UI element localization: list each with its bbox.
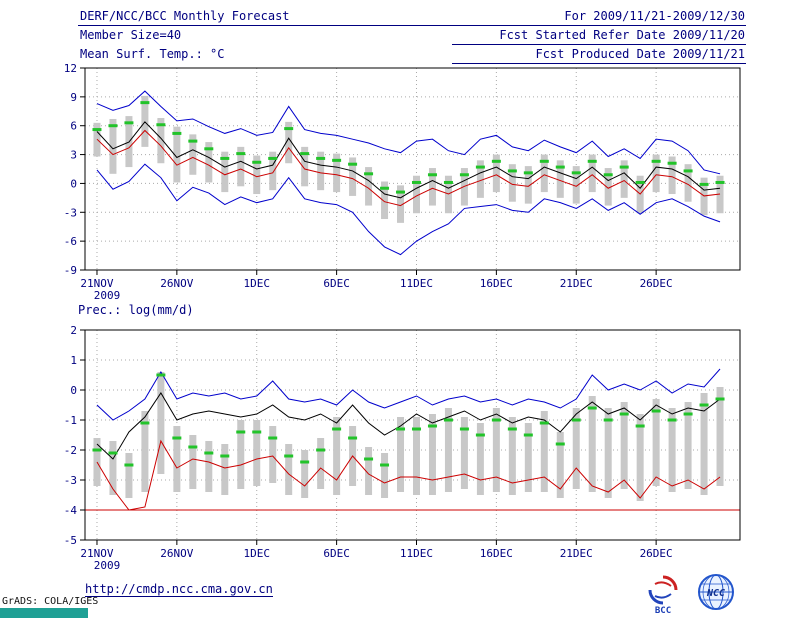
- svg-text:11DEC: 11DEC: [400, 547, 433, 560]
- svg-text:12: 12: [64, 62, 77, 75]
- bcc-logo: BCC: [648, 575, 678, 614]
- svg-text:16DEC: 16DEC: [480, 547, 513, 560]
- svg-text:1DEC: 1DEC: [243, 277, 270, 290]
- svg-text:21DEC: 21DEC: [560, 277, 593, 290]
- series-ensemble-mean: [96, 392, 721, 460]
- svg-text:6: 6: [70, 120, 77, 133]
- member-size-label: Member Size=40: [80, 28, 182, 42]
- svg-text:21NOV: 21NOV: [80, 547, 113, 560]
- produced-date-label: Fcst Produced Date 2009/11/21: [535, 47, 745, 61]
- svg-text:2: 2: [70, 324, 77, 337]
- green-median-marks: [92, 101, 725, 194]
- svg-text:16DEC: 16DEC: [480, 277, 513, 290]
- refer-date-label: Fcst Started Refer Date 2009/11/20: [499, 28, 745, 42]
- plot-frame: [84, 329, 741, 541]
- svg-text:26DEC: 26DEC: [640, 277, 673, 290]
- svg-text:2009: 2009: [94, 289, 121, 302]
- grads-credit: GrADS: COLA/IGES: [2, 596, 99, 607]
- svg-text:-5: -5: [64, 534, 77, 547]
- header-rule-3: [452, 63, 746, 64]
- series-upper-envelope: [96, 368, 721, 421]
- svg-text:9: 9: [70, 91, 77, 104]
- ncc-logo-text: NCC: [706, 588, 725, 599]
- temp-chart-title: Mean Surf. Temp.: °C: [80, 47, 225, 61]
- svg-text:2009: 2009: [94, 559, 121, 572]
- svg-text:26NOV: 26NOV: [160, 277, 193, 290]
- svg-text:11DEC: 11DEC: [400, 277, 433, 290]
- footer-url: http://cmdp.ncc.cma.gov.cn: [85, 582, 273, 597]
- svg-text:-2: -2: [64, 444, 77, 457]
- ensemble-spread-bars: [93, 372, 724, 501]
- green-median-marks: [92, 373, 725, 467]
- bcc-logo-text: BCC: [655, 606, 671, 614]
- plot-frame: [84, 67, 741, 271]
- svg-text:3: 3: [70, 149, 77, 162]
- svg-text:-3: -3: [64, 474, 77, 487]
- svg-text:6DEC: 6DEC: [323, 547, 350, 560]
- series-red-reference-line: [96, 129, 721, 207]
- svg-text:-9: -9: [64, 264, 77, 277]
- series-lower-envelope: [96, 163, 721, 256]
- svg-text:0: 0: [70, 177, 77, 190]
- svg-text:21NOV: 21NOV: [80, 277, 113, 290]
- header-rule-1: [78, 25, 746, 26]
- forecast-date-range: For 2009/11/21-2009/12/30: [564, 9, 745, 23]
- series-ensemble-mean: [96, 121, 721, 199]
- gridlines: [85, 68, 740, 270]
- svg-text:-4: -4: [64, 504, 78, 517]
- svg-text:1DEC: 1DEC: [243, 547, 270, 560]
- svg-text:26NOV: 26NOV: [160, 547, 193, 560]
- series-upper-envelope: [96, 90, 721, 175]
- series-red-reference-line: [96, 439, 721, 511]
- header-rule-2: [452, 44, 746, 45]
- svg-text:6DEC: 6DEC: [323, 277, 350, 290]
- svg-text:-3: -3: [64, 206, 77, 219]
- grads-teal-strip: [0, 608, 88, 618]
- svg-text:0: 0: [70, 384, 77, 397]
- prec-chart-title: Prec.: log(mm/d): [78, 303, 194, 317]
- svg-text:1: 1: [70, 354, 77, 367]
- svg-text:-6: -6: [64, 235, 77, 248]
- ncc-logo: NCC: [698, 574, 734, 610]
- svg-text:26DEC: 26DEC: [640, 547, 673, 560]
- app-title: DERF/NCC/BCC Monthly Forecast: [80, 9, 290, 23]
- svg-text:21DEC: 21DEC: [560, 547, 593, 560]
- svg-text:-1: -1: [64, 414, 77, 427]
